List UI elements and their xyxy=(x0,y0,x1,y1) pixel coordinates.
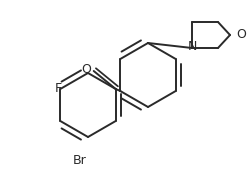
Text: O: O xyxy=(236,28,246,41)
Text: Br: Br xyxy=(73,153,87,167)
Text: O: O xyxy=(81,64,91,77)
Text: N: N xyxy=(187,41,197,54)
Text: F: F xyxy=(55,81,62,94)
